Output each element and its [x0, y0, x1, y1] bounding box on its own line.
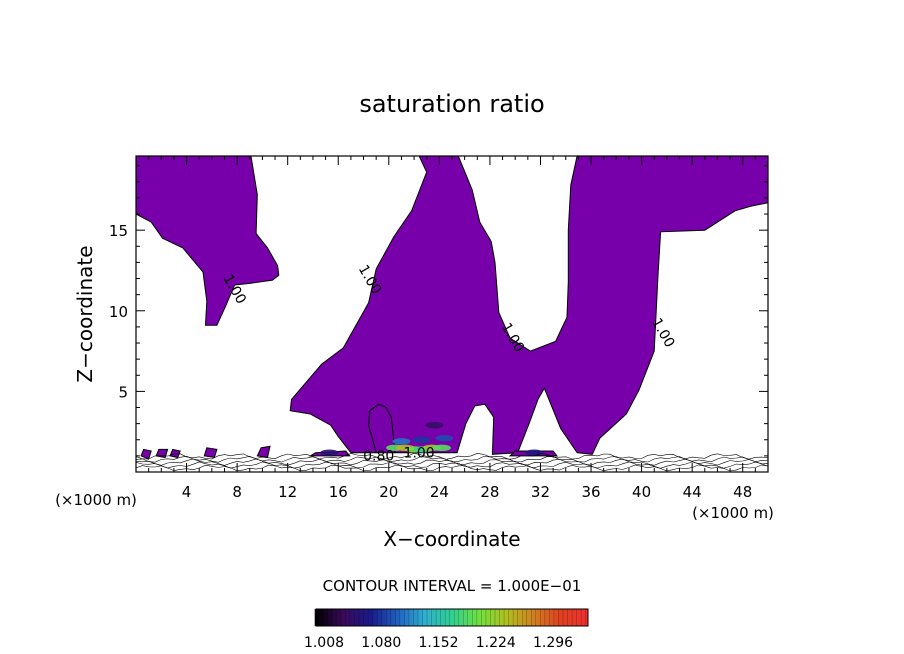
x-ticks: 4 8 12 16 20 24 28 32 36 40 44 48 [148, 156, 756, 501]
y-axis-unit: (×1000 m) [55, 491, 137, 509]
moist-cell [432, 444, 451, 452]
moist-cell [392, 438, 411, 445]
colorbar-tick-labels: 1.008 1.080 1.152 1.224 1.296 [304, 635, 573, 651]
surface-contour-line [136, 464, 768, 472]
colorbar-tick-label: 1.296 [533, 635, 573, 651]
surface-contour-lines [136, 452, 768, 472]
surface-blob-3 [169, 448, 181, 459]
colorbar-frame [315, 608, 589, 627]
y-tick-label: 5 [118, 383, 128, 401]
x-tick-label: 36 [581, 483, 600, 501]
x-tick-label: 4 [182, 483, 192, 501]
moist-cell [412, 436, 431, 443]
x-tick-label: 20 [379, 483, 398, 501]
colorbar-tick-label: 1.080 [361, 635, 401, 651]
contour-interval-label: CONTOUR INTERVAL = 1.000E−01 [323, 577, 582, 595]
y-tick-label: 10 [109, 303, 128, 321]
y-axis-label: Z−coordinate [73, 245, 97, 382]
chart-title: saturation ratio [359, 90, 544, 118]
surface-blob-5 [256, 445, 271, 459]
colorbar-tick-label: 1.008 [304, 635, 344, 651]
moist-cell [425, 422, 444, 429]
y-tick-label: 15 [109, 222, 128, 240]
x-axis-unit: (×1000 m) [692, 504, 774, 522]
surface-blob-1 [140, 448, 152, 460]
contour-label: 1.00 [404, 445, 435, 461]
contour-label: 0.80 [363, 449, 394, 465]
surface-blob-4 [203, 447, 218, 459]
x-tick-label: 28 [480, 483, 499, 501]
surface-contour-line [136, 455, 768, 463]
x-axis-label: X−coordinate [383, 527, 520, 551]
x-tick-label: 16 [329, 483, 348, 501]
surface-blob-2 [155, 448, 169, 459]
contour-fill-layer [136, 156, 768, 460]
surface-contour-line [136, 461, 768, 469]
y-ticks: 5 10 15 [109, 165, 768, 457]
moist-cell [525, 449, 544, 456]
left-plume [136, 156, 280, 326]
moist-cells-layer [320, 422, 544, 456]
moist-cell [435, 434, 454, 442]
x-tick-label: 40 [632, 483, 651, 501]
x-tick-label: 48 [733, 483, 752, 501]
x-tick-label: 32 [531, 483, 550, 501]
colorbar: 1.008 1.080 1.152 1.224 1.296 [304, 608, 589, 651]
surface-contour-line [136, 458, 768, 466]
x-tick-label: 8 [232, 483, 242, 501]
moist-cell [320, 449, 339, 456]
x-tick-label: 44 [683, 483, 702, 501]
plot-area [136, 156, 768, 472]
surface-contour-line [136, 452, 768, 460]
x-tick-label: 24 [430, 483, 449, 501]
x-tick-label: 12 [278, 483, 297, 501]
colorbar-tick-label: 1.224 [476, 635, 516, 651]
main-plume [289, 156, 768, 455]
colorbar-tick-label: 1.152 [418, 635, 458, 651]
colorbar-bands [314, 609, 586, 626]
